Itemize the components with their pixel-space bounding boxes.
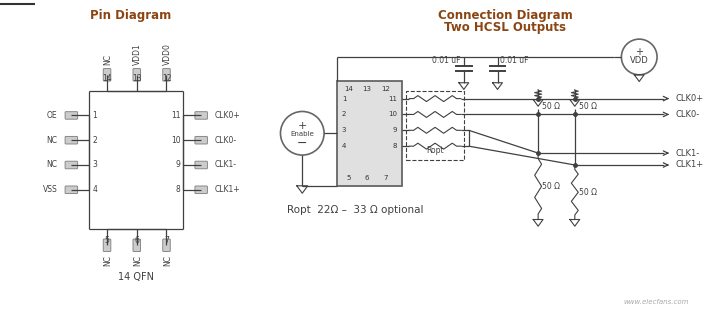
Text: 14: 14 (102, 74, 112, 83)
Text: VDD: VDD (630, 56, 649, 65)
Text: 6: 6 (365, 175, 369, 181)
Text: 6: 6 (135, 236, 139, 245)
Text: 10: 10 (389, 112, 397, 117)
Text: VDD1: VDD1 (133, 43, 142, 65)
Text: 11: 11 (171, 111, 181, 120)
FancyBboxPatch shape (195, 186, 207, 194)
Text: 12: 12 (381, 86, 390, 92)
FancyBboxPatch shape (133, 239, 140, 252)
Text: 50 Ω: 50 Ω (578, 188, 597, 197)
Text: 50 Ω: 50 Ω (542, 102, 560, 111)
Text: 3: 3 (342, 127, 346, 133)
Text: 4: 4 (92, 185, 97, 194)
Text: 7: 7 (383, 175, 388, 181)
Text: CLK0+: CLK0+ (676, 94, 704, 103)
FancyBboxPatch shape (195, 112, 207, 119)
Text: CLK1+: CLK1+ (676, 160, 704, 170)
FancyBboxPatch shape (65, 186, 78, 194)
Text: CLK1-: CLK1- (676, 149, 700, 157)
Text: 5: 5 (347, 175, 351, 181)
Text: +: + (297, 121, 307, 131)
FancyBboxPatch shape (133, 69, 140, 81)
Text: Ropt  22Ω –  33 Ω optional: Ropt 22Ω – 33 Ω optional (287, 205, 424, 215)
Text: −: − (297, 137, 307, 150)
Text: VDD0: VDD0 (163, 43, 172, 65)
Text: 2: 2 (92, 136, 97, 145)
FancyBboxPatch shape (103, 69, 110, 81)
Text: 14 QFN: 14 QFN (118, 272, 154, 282)
Text: 7: 7 (164, 236, 169, 245)
Text: 9: 9 (393, 127, 397, 133)
FancyBboxPatch shape (65, 112, 78, 119)
Text: NC: NC (47, 136, 57, 145)
Text: 4: 4 (342, 143, 346, 149)
Text: 10: 10 (171, 136, 181, 145)
Text: Enable: Enable (290, 131, 314, 137)
Text: NC: NC (103, 54, 113, 65)
Text: OE: OE (47, 111, 57, 120)
Text: 11: 11 (389, 95, 397, 102)
FancyBboxPatch shape (195, 161, 207, 169)
Text: CLK1-: CLK1- (215, 160, 237, 170)
Text: CLK1+: CLK1+ (215, 185, 241, 194)
Text: 50 Ω: 50 Ω (578, 102, 597, 111)
Text: 2: 2 (342, 112, 346, 117)
Text: 3: 3 (92, 160, 97, 170)
Text: NC: NC (103, 255, 113, 266)
Text: 5: 5 (105, 236, 110, 245)
Text: NC: NC (47, 160, 57, 170)
FancyBboxPatch shape (337, 81, 402, 186)
Text: 8: 8 (176, 185, 181, 194)
FancyBboxPatch shape (195, 136, 207, 144)
Text: 12: 12 (161, 74, 171, 83)
Text: CLK0-: CLK0- (676, 110, 700, 119)
Text: CLK0+: CLK0+ (215, 111, 241, 120)
Text: CLK0-: CLK0- (215, 136, 237, 145)
Text: +: + (635, 47, 644, 57)
Text: 0.01 uF: 0.01 uF (501, 56, 529, 65)
FancyBboxPatch shape (65, 161, 78, 169)
Text: NC: NC (163, 255, 172, 266)
FancyBboxPatch shape (163, 239, 170, 252)
Text: Ropt: Ropt (426, 146, 444, 155)
Text: VSS: VSS (42, 185, 57, 194)
Text: Two HCSL Outputs: Two HCSL Outputs (445, 21, 566, 34)
Text: 1: 1 (342, 95, 346, 102)
Text: 14: 14 (344, 86, 353, 92)
Text: Connection Diagram: Connection Diagram (438, 10, 573, 22)
FancyBboxPatch shape (103, 239, 110, 252)
Text: 0.01 uF: 0.01 uF (433, 56, 461, 65)
Text: 1: 1 (92, 111, 97, 120)
FancyBboxPatch shape (65, 136, 78, 144)
Text: 13: 13 (132, 74, 142, 83)
Text: NC: NC (133, 255, 142, 266)
FancyBboxPatch shape (163, 69, 170, 81)
Text: Pin Diagram: Pin Diagram (90, 10, 171, 22)
Text: 13: 13 (362, 86, 371, 92)
Text: 50 Ω: 50 Ω (542, 182, 560, 191)
Text: 8: 8 (393, 143, 397, 149)
Text: www.elecfans.com: www.elecfans.com (623, 299, 689, 305)
Text: 9: 9 (176, 160, 181, 170)
